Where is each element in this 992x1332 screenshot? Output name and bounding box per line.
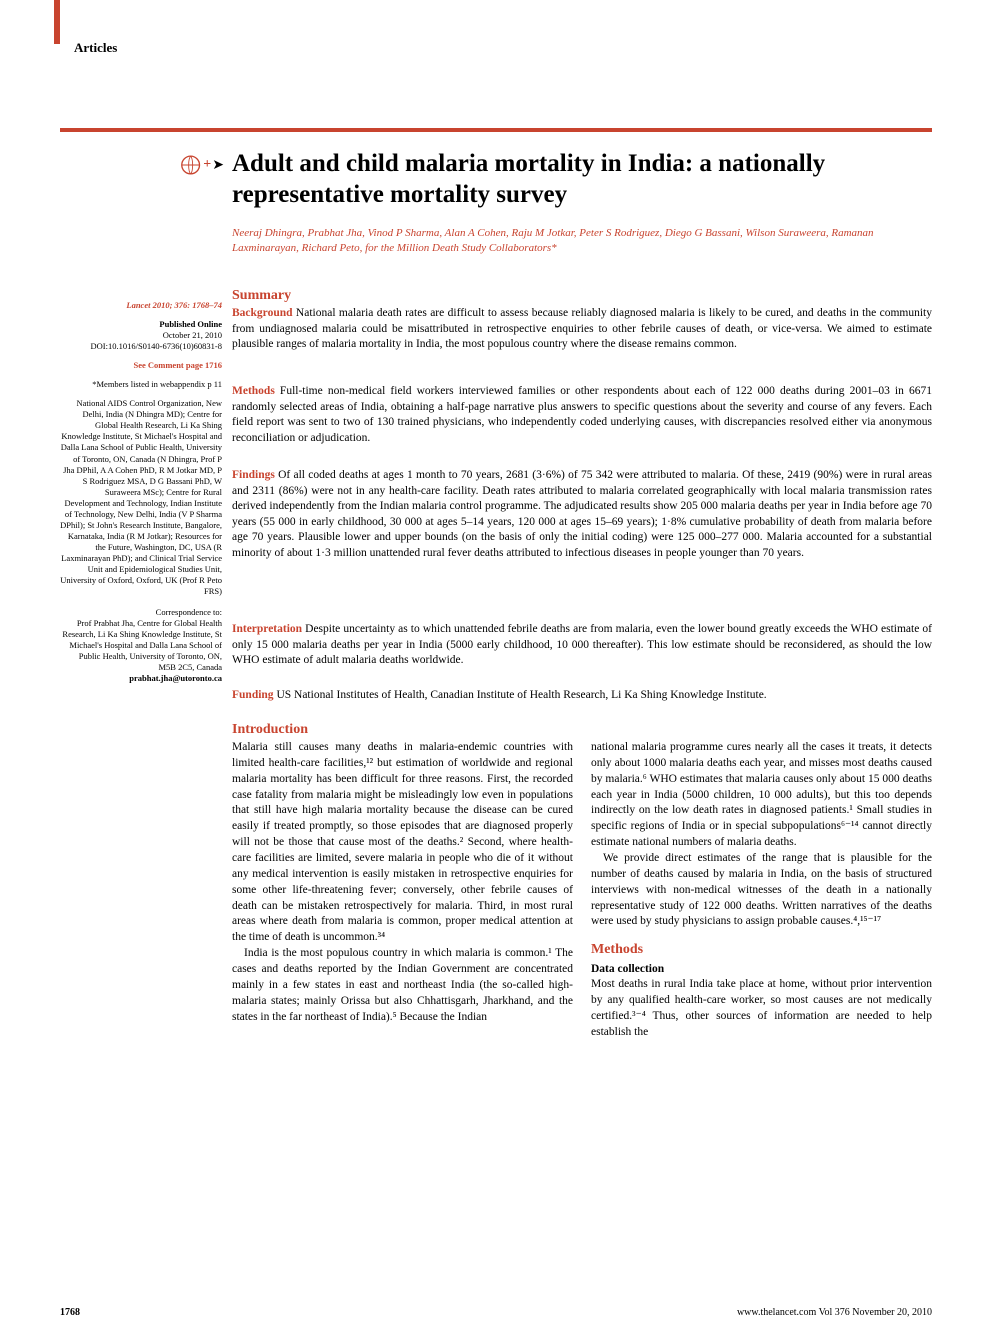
summary-methods-label: Methods bbox=[232, 385, 275, 397]
published-label: Published Online bbox=[159, 319, 222, 329]
footer-reference: www.thelancet.com Vol 376 November 20, 2… bbox=[737, 1307, 932, 1318]
intro-p2: India is the most populous country in wh… bbox=[232, 946, 573, 1025]
intro-p4: We provide direct estimates of the range… bbox=[591, 851, 932, 930]
section-label: Articles bbox=[74, 40, 117, 56]
intro-p1: Malaria still causes many deaths in mala… bbox=[232, 740, 573, 946]
summary-interp-text: Despite uncertainty as to which unattend… bbox=[232, 623, 932, 666]
affiliations: National AIDS Control Organization, New … bbox=[60, 398, 222, 597]
citation: Lancet 2010; 376: 1768–74 bbox=[60, 300, 222, 311]
comment-link[interactable]: See Comment page 1716 bbox=[60, 360, 222, 371]
summary-background-label: Background bbox=[232, 307, 293, 319]
red-accent-bar bbox=[54, 0, 60, 44]
introduction-heading: Introduction bbox=[232, 722, 308, 738]
body-text: Malaria still causes many deaths in mala… bbox=[232, 740, 932, 1290]
summary-findings-text: Of all coded deaths at ages 1 month to 7… bbox=[232, 469, 932, 559]
published-block: Published Online October 21, 2010 DOI:10… bbox=[60, 319, 222, 352]
summary-heading: Summary bbox=[232, 288, 291, 304]
sidebar-metadata: Lancet 2010; 376: 1768–74 Published Onli… bbox=[60, 300, 222, 684]
summary-funding-label: Funding bbox=[232, 689, 274, 701]
correspondence-label: Correspondence to: bbox=[60, 607, 222, 618]
summary-findings-label: Findings bbox=[232, 469, 275, 481]
members-note: *Members listed in webappendix p 11 bbox=[60, 379, 222, 390]
cursor-icon: ➤ bbox=[212, 157, 224, 174]
summary-funding: Funding US National Institutes of Health… bbox=[232, 688, 932, 704]
summary-findings: Findings Of all coded deaths at ages 1 m… bbox=[232, 468, 932, 561]
page-footer: 1768 www.thelancet.com Vol 376 November … bbox=[60, 1307, 932, 1318]
summary-funding-text: US National Institutes of Health, Canadi… bbox=[274, 689, 767, 701]
plus-icon: + bbox=[203, 157, 211, 173]
methods-heading: Methods bbox=[591, 940, 932, 959]
summary-background: Background National malaria death rates … bbox=[232, 306, 932, 353]
doi: DOI:10.1016/S0140-6736(10)60831-8 bbox=[90, 341, 222, 351]
summary-methods: Methods Full-time non-medical field work… bbox=[232, 384, 932, 446]
correspondence-email[interactable]: prabhat.jha@utoronto.ca bbox=[60, 673, 222, 684]
summary-methods-text: Full-time non-medical field workers inte… bbox=[232, 385, 932, 444]
red-divider bbox=[60, 128, 932, 132]
summary-background-text: National malaria death rates are difficu… bbox=[232, 307, 932, 350]
globe-icon bbox=[180, 153, 201, 177]
intro-p3: national malaria programme cures nearly … bbox=[591, 740, 932, 851]
correspondence-address: Prof Prabhat Jha, Centre for Global Heal… bbox=[60, 618, 222, 673]
summary-interpretation: Interpretation Despite uncertainty as to… bbox=[232, 622, 932, 669]
article-title: Adult and child malaria mortality in Ind… bbox=[232, 148, 932, 211]
summary-interp-label: Interpretation bbox=[232, 623, 302, 635]
article-type-icons: + ➤ bbox=[180, 150, 224, 180]
page-number: 1768 bbox=[60, 1307, 80, 1318]
methods-p1: Most deaths in rural India take place at… bbox=[591, 977, 932, 1040]
methods-subheading: Data collection bbox=[591, 962, 932, 978]
authors-list: Neeraj Dhingra, Prabhat Jha, Vinod P Sha… bbox=[232, 226, 932, 256]
published-date: October 21, 2010 bbox=[163, 330, 222, 340]
